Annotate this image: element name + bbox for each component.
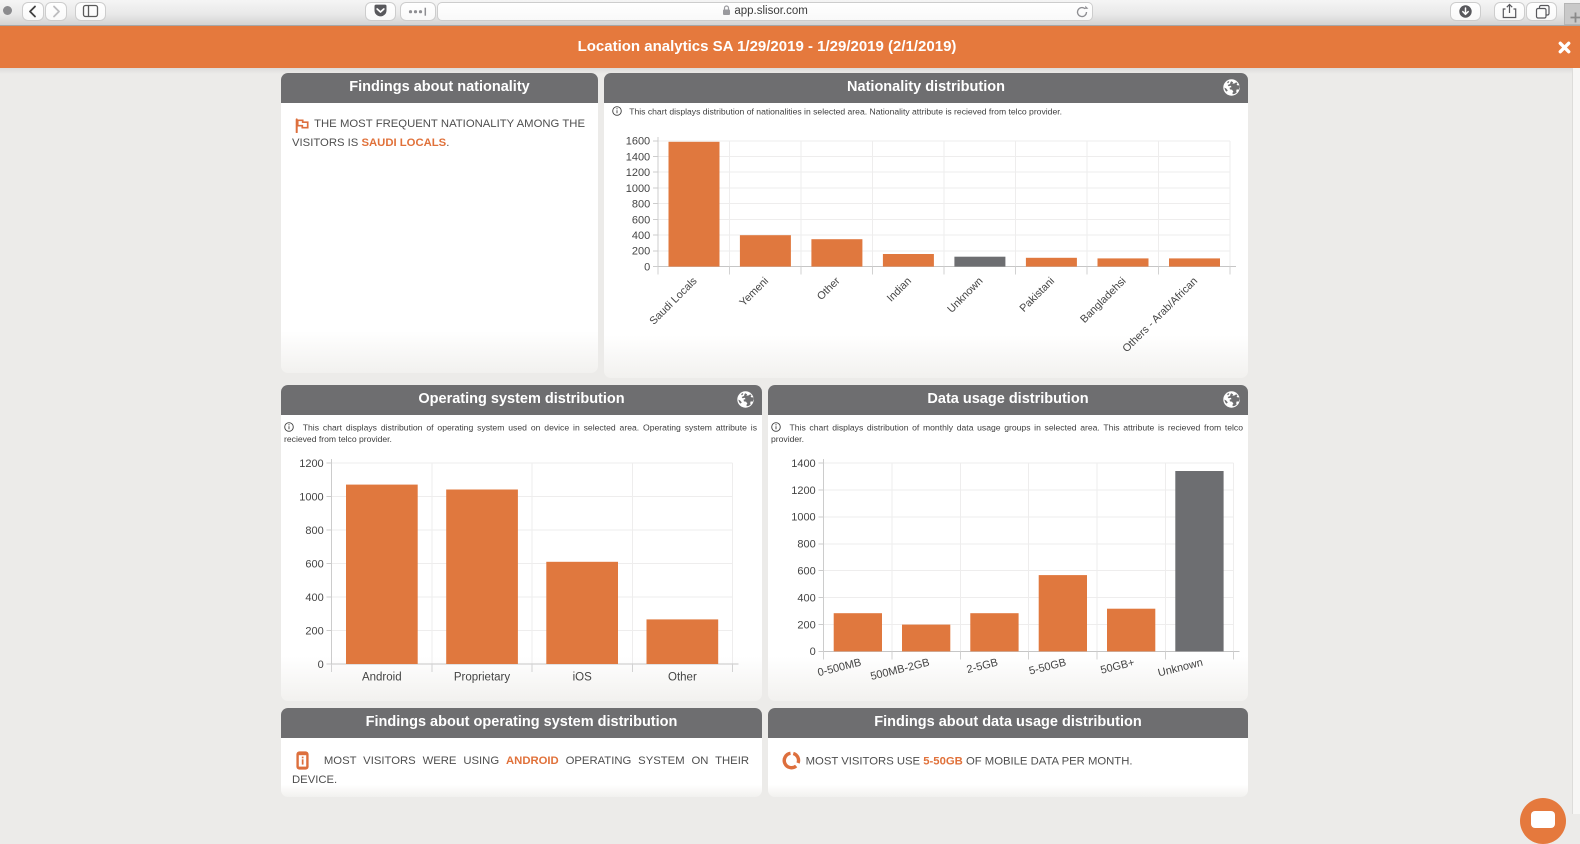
svg-text:Unknown: Unknown [1157, 657, 1204, 680]
svg-text:500MB-2GB: 500MB-2GB [869, 657, 931, 683]
svg-text:200: 200 [305, 625, 323, 637]
svg-text:Saudi Locals: Saudi Locals [647, 275, 700, 328]
svg-text:400: 400 [797, 592, 815, 604]
svg-text:Other: Other [815, 275, 843, 303]
svg-text:Android: Android [362, 672, 402, 684]
svg-text:1000: 1000 [299, 492, 323, 504]
svg-text:800: 800 [632, 199, 650, 211]
svg-text:Others - Arab/African: Others - Arab/African [1120, 275, 1200, 355]
svg-text:0: 0 [318, 659, 324, 671]
svg-text:0: 0 [810, 646, 816, 658]
svg-text:1200: 1200 [299, 458, 323, 470]
svg-text:600: 600 [797, 566, 815, 578]
svg-text:0-500MB: 0-500MB [816, 657, 862, 679]
svg-text:Bangladehsi: Bangladehsi [1078, 275, 1129, 326]
svg-text:Indian: Indian [885, 275, 914, 304]
svg-text:Other: Other [668, 672, 697, 684]
svg-text:0: 0 [644, 261, 650, 273]
svg-text:1000: 1000 [791, 512, 815, 524]
svg-text:Pakistani: Pakistani [1018, 275, 1057, 314]
svg-text:200: 200 [632, 246, 650, 258]
svg-text:50GB+: 50GB+ [1099, 657, 1135, 677]
svg-text:400: 400 [305, 592, 323, 604]
svg-text:1200: 1200 [626, 167, 650, 179]
svg-text:1400: 1400 [791, 458, 815, 470]
svg-text:200: 200 [797, 619, 815, 631]
svg-text:800: 800 [305, 525, 323, 537]
svg-text:2-5GB: 2-5GB [965, 657, 999, 676]
svg-text:Yemeni: Yemeni [737, 275, 771, 309]
svg-text:5-50GB: 5-50GB [1028, 657, 1068, 678]
svg-text:Proprietary: Proprietary [454, 672, 510, 684]
svg-text:600: 600 [632, 214, 650, 226]
svg-text:1600: 1600 [626, 136, 650, 148]
svg-text:400: 400 [632, 230, 650, 242]
svg-text:iOS: iOS [573, 672, 593, 684]
svg-text:1000: 1000 [626, 183, 650, 195]
svg-text:Unknown: Unknown [945, 275, 985, 315]
svg-text:1200: 1200 [791, 485, 815, 497]
svg-text:800: 800 [797, 539, 815, 551]
svg-text:600: 600 [305, 558, 323, 570]
svg-text:1400: 1400 [626, 151, 650, 163]
